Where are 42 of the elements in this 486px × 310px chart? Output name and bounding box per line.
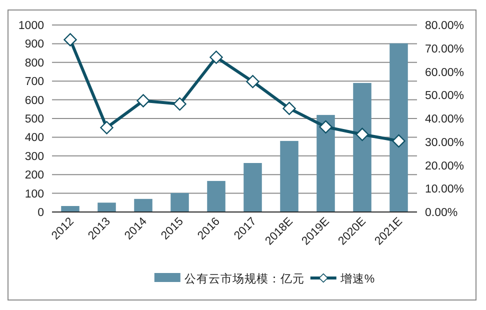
y2-tick-label: 70.00% [425, 43, 464, 56]
y-tick-label: 200 [24, 170, 44, 182]
y-tick-label: 1000 [18, 20, 44, 32]
point [392, 134, 406, 148]
point [246, 74, 260, 88]
y-tick-label: 700 [24, 76, 44, 88]
y-tick-label: 100 [24, 188, 44, 200]
bar [207, 180, 226, 212]
y-tick-label: 500 [24, 114, 44, 126]
bar [390, 43, 408, 212]
bar [61, 206, 80, 212]
y2-tick-label: 50.00% [425, 90, 464, 102]
bar [280, 140, 298, 212]
bar [98, 202, 116, 212]
y-tick-label: 300 [24, 150, 44, 163]
y-tick-label: 0 [38, 207, 44, 219]
y2-tick-label: 60.00% [425, 66, 464, 79]
legend-label: 增速% [339, 272, 375, 286]
y2-tick-label: 0.00% [425, 207, 458, 219]
y2-tick-label: 30.00% [425, 136, 464, 149]
y-tick-label: 600 [24, 94, 44, 107]
point [210, 50, 223, 64]
point [282, 102, 296, 116]
point [136, 94, 150, 108]
y-tick-label: 800 [24, 57, 44, 70]
bar [170, 192, 189, 212]
y2-tick-label: 20.00% [425, 160, 464, 172]
y2-tick-label: 80.00% [425, 20, 464, 32]
point [319, 120, 332, 134]
bar [134, 198, 152, 212]
bar [316, 114, 335, 212]
bar [244, 163, 262, 212]
y-tick-label: 400 [24, 132, 44, 144]
bar [353, 82, 372, 212]
point [100, 121, 114, 134]
y2-tick-label: 10.00% [425, 184, 464, 196]
point [64, 33, 77, 46]
legend-label: 公有云市场规模：亿元 [184, 272, 304, 286]
y2-tick-label: 40.00% [425, 114, 464, 126]
y-tick-label: 900 [24, 38, 44, 51]
point [173, 97, 186, 111]
point [356, 128, 369, 141]
